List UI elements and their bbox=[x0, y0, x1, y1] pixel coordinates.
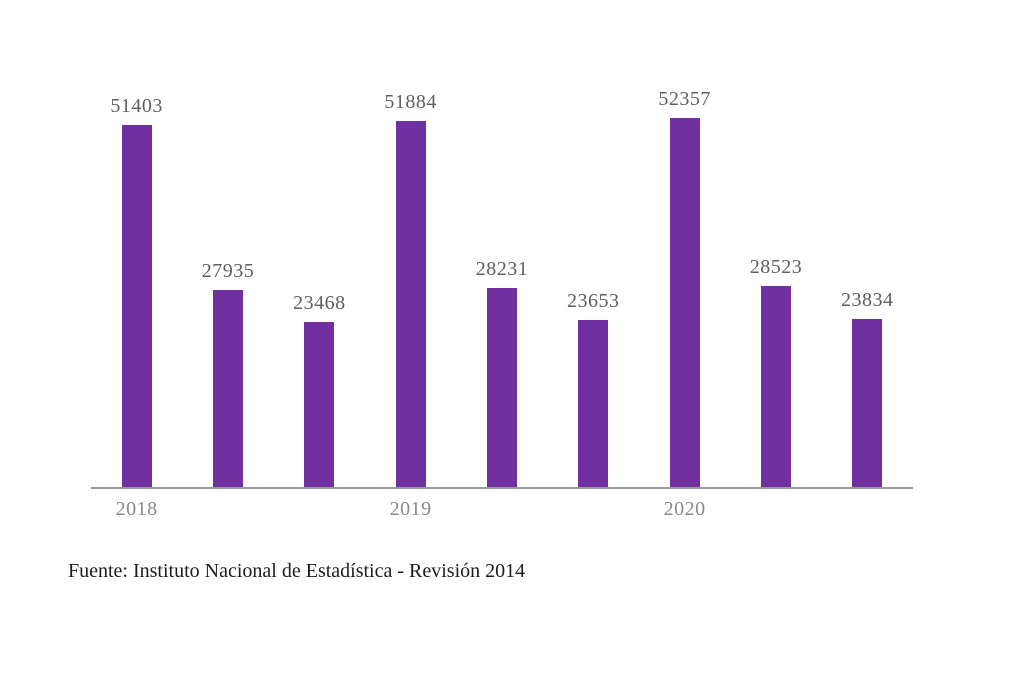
bar-chart: 51403 27935 23468 51884 28231 23653 52357 28523… bbox=[91, 87, 913, 521]
plot-area: 51403 27935 23468 51884 28231 23653 52357 28523… bbox=[91, 87, 913, 489]
x-axis-tick-label: 2020 bbox=[663, 498, 706, 520]
bar-column: 23834 bbox=[822, 87, 913, 487]
bar-column: 51884 bbox=[365, 87, 456, 487]
bar bbox=[669, 118, 700, 487]
bar-column: 28231 bbox=[456, 87, 547, 487]
bar-column: 27935 bbox=[182, 87, 273, 487]
bar bbox=[121, 125, 152, 487]
bar-value-label: 27935 bbox=[201, 260, 255, 282]
bar-column: 51403 bbox=[91, 87, 182, 487]
bar bbox=[852, 319, 883, 487]
bar-value-label: 28523 bbox=[749, 256, 803, 278]
bar bbox=[578, 320, 609, 487]
x-axis-tick-spacer bbox=[822, 489, 913, 521]
bar bbox=[212, 290, 243, 487]
bar-value-label: 51884 bbox=[384, 91, 437, 113]
bar-value-label: 23653 bbox=[567, 290, 620, 312]
x-axis-tick-spacer bbox=[456, 489, 547, 521]
bar bbox=[486, 288, 517, 487]
x-axis-tick-spacer bbox=[548, 489, 639, 521]
bar-column: 23653 bbox=[548, 87, 639, 487]
source-note: Fuente: Instituto Nacional de Estadístic… bbox=[68, 560, 526, 582]
x-axis-labels: 2018 2019 2020 bbox=[91, 489, 913, 521]
bar-value-label: 52357 bbox=[658, 88, 711, 110]
bar-value-label: 51403 bbox=[110, 95, 163, 117]
bar-value-label: 23834 bbox=[841, 289, 894, 311]
bar bbox=[395, 121, 426, 487]
bar bbox=[760, 286, 791, 487]
bar-column: 23468 bbox=[274, 87, 365, 487]
bar-column: 28523 bbox=[730, 87, 821, 487]
x-axis-tick-label: 2018 bbox=[115, 498, 158, 520]
bar-column: 52357 bbox=[639, 87, 730, 487]
x-axis-tick-label: 2019 bbox=[389, 498, 432, 520]
bar-value-label: 28231 bbox=[475, 258, 529, 280]
bar bbox=[304, 322, 335, 487]
x-axis-tick-spacer bbox=[730, 489, 821, 521]
x-axis-tick-spacer bbox=[274, 489, 365, 521]
bar-value-label: 23468 bbox=[293, 292, 346, 314]
x-axis-tick-spacer bbox=[182, 489, 273, 521]
